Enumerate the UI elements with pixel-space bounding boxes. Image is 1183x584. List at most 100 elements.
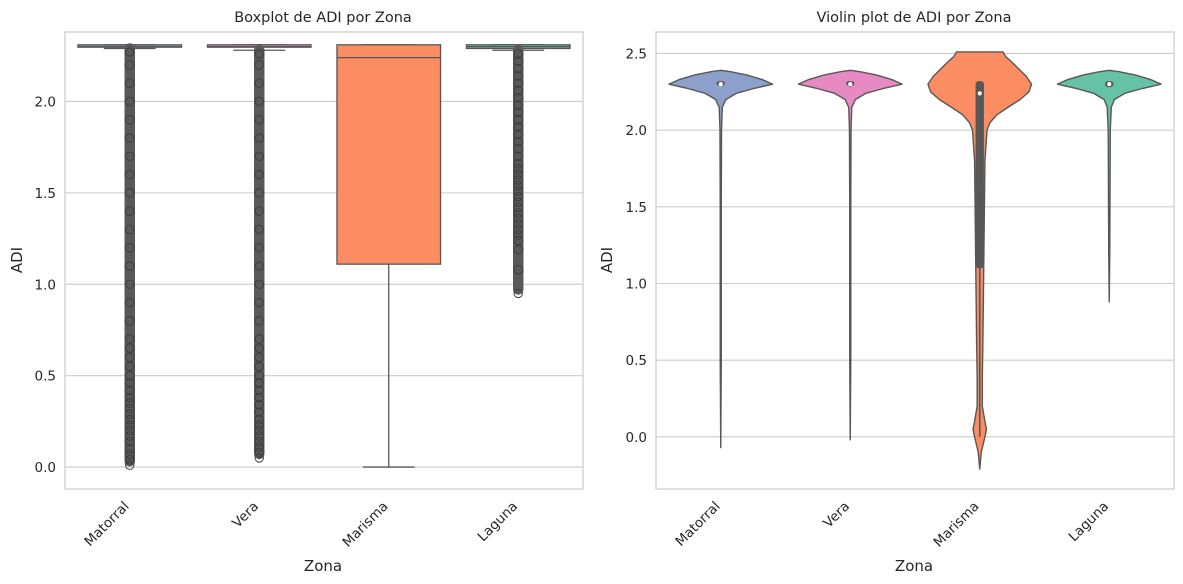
outlier-point [254, 224, 264, 235]
box-matorral [77, 43, 183, 470]
outlier-point [254, 447, 264, 458]
outlier-point [254, 115, 264, 125]
box-marisma [336, 44, 442, 468]
outlier-point [254, 378, 264, 388]
outlier-point [254, 343, 264, 353]
outlier-point [254, 96, 264, 107]
outlier-point [513, 202, 523, 213]
x-tick-label: Marisma [930, 499, 982, 551]
boxplot-x-ticks: Matorral Vera Marisma Laguna [81, 499, 521, 551]
outlier-point [513, 93, 523, 103]
y-tick-label: 1.5 [626, 200, 647, 216]
x-tick-label: Vera [820, 499, 853, 532]
outlier-point [513, 144, 523, 154]
outlier-point [254, 431, 264, 441]
box-iqr [336, 44, 442, 265]
violin-body [797, 69, 903, 441]
outlier-point [125, 414, 135, 425]
violin-marisma [927, 51, 1033, 470]
outlier-point [513, 208, 523, 218]
outlier-point [254, 442, 264, 452]
outlier-point [125, 343, 135, 353]
boxplot-panel: Boxplot de ADI por Zona 0.00.51.01.52.0 … [8, 10, 584, 575]
outlier-point [254, 261, 264, 271]
y-tick-label: 0.5 [35, 369, 56, 385]
outlier-point [125, 60, 135, 70]
outlier-point [125, 151, 135, 162]
violin-median-dot [848, 82, 853, 87]
outlier-point [513, 288, 523, 299]
outlier-point [254, 414, 264, 425]
outlier-point [125, 334, 135, 344]
outlier-point [513, 63, 523, 74]
outlier-point [513, 224, 523, 235]
outlier-point [513, 85, 523, 96]
y-tick-label: 2.0 [35, 94, 56, 110]
outlier-point [254, 453, 264, 463]
outlier-point [254, 188, 264, 198]
outlier-point [125, 460, 135, 470]
outlier-point [513, 115, 523, 125]
boxplot-y-axis-label: ADI [8, 247, 26, 273]
outlier-point [254, 49, 264, 59]
outlier-point [513, 264, 523, 275]
outlier-point [254, 361, 264, 372]
outlier-point [125, 261, 135, 271]
outlier-point [513, 219, 523, 229]
outlier-point [125, 398, 135, 408]
outlier-point [513, 129, 523, 140]
violin-plot-area [655, 31, 1175, 490]
outlier-point [513, 235, 523, 246]
box-laguna [465, 44, 571, 299]
outlier-point [254, 436, 264, 447]
violin-median-dot [977, 91, 982, 96]
outlier-point [125, 449, 135, 459]
outlier-point [254, 151, 264, 162]
violin-y-axis-label: ADI [598, 247, 616, 273]
y-tick-label: 1.0 [35, 277, 56, 293]
outlier-point [254, 60, 264, 70]
outlier-point [513, 197, 523, 207]
outlier-point [254, 407, 264, 417]
outlier-point [513, 186, 523, 196]
outlier-point [125, 361, 135, 372]
outlier-point [125, 206, 135, 216]
outlier-point [513, 158, 523, 169]
outlier-point [125, 378, 135, 388]
violin-matorral [668, 69, 774, 449]
violin-body [1056, 69, 1162, 303]
boxplot-plot-area [64, 31, 584, 490]
outlier-point [125, 78, 135, 88]
outlier-point [254, 243, 264, 253]
outlier-point [513, 164, 523, 174]
violin-vera [797, 69, 903, 441]
violin-body [668, 69, 774, 449]
outlier-point [125, 385, 135, 395]
violin-y-ticks: 0.0 0.5 1.0 1.5 2.0 2.5 [626, 46, 647, 445]
y-tick-label: 0.5 [626, 353, 647, 369]
outlier-point [513, 100, 523, 110]
outlier-point [125, 352, 135, 363]
outlier-point [513, 213, 523, 224]
y-tick-label: 0.0 [35, 460, 56, 476]
outlier-point [513, 180, 523, 191]
outlier-point [254, 206, 264, 216]
outlier-point [254, 316, 264, 326]
boxplot-x-axis-label: Zona [304, 557, 342, 575]
violin-median-dot [718, 82, 723, 87]
outlier-point [125, 431, 135, 441]
x-tick-label: Vera [229, 499, 262, 532]
violin-title: Violin plot de ADI por Zona [817, 10, 1012, 26]
violin-x-ticks: Matorral Vera Marisma Laguna [672, 499, 1112, 551]
outlier-point [125, 169, 135, 180]
outlier-point [254, 169, 264, 180]
outlier-point [513, 151, 523, 162]
outlier-point [513, 107, 523, 118]
x-tick-label: Marisma [339, 499, 391, 551]
outlier-point [125, 316, 135, 326]
outlier-point [125, 224, 135, 235]
violin-laguna [1056, 69, 1162, 303]
outlier-point [254, 420, 264, 430]
x-tick-label: Matorral [81, 499, 132, 550]
